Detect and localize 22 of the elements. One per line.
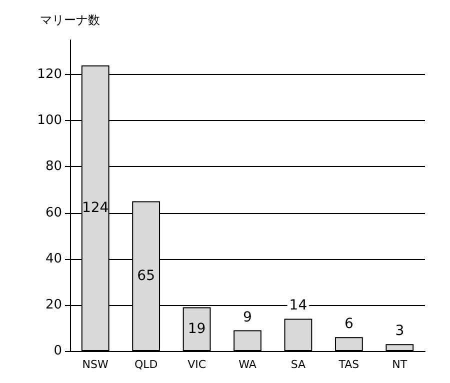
x-tick-label: WA: [238, 358, 257, 371]
data-label: 9: [243, 309, 252, 326]
x-tick-label: QLD: [134, 358, 158, 371]
data-label: 124: [82, 200, 109, 216]
data-label: 6: [344, 316, 354, 332]
x-tick-label: SA: [290, 358, 306, 371]
x-tick-label: NSW: [82, 358, 109, 371]
data-label: 3: [395, 323, 404, 340]
x-tick-label: TAS: [338, 358, 360, 371]
y-tick-label: 120: [37, 67, 62, 82]
y-tick-label: 40: [45, 251, 62, 266]
y-tick-label: 60: [45, 205, 62, 220]
y-axis-title: マリーナ数: [40, 13, 100, 27]
data-label: 14: [289, 298, 308, 314]
y-tick-label: 0: [54, 344, 62, 358]
data-label: 65: [137, 268, 155, 284]
y-tick-label: 80: [45, 159, 62, 174]
y-tick-label: 100: [37, 113, 62, 128]
x-tick-label: NT: [392, 358, 408, 371]
data-label: 19: [188, 321, 206, 338]
x-tick-label: VIC: [188, 358, 206, 371]
y-tick-label: 20: [45, 297, 62, 312]
